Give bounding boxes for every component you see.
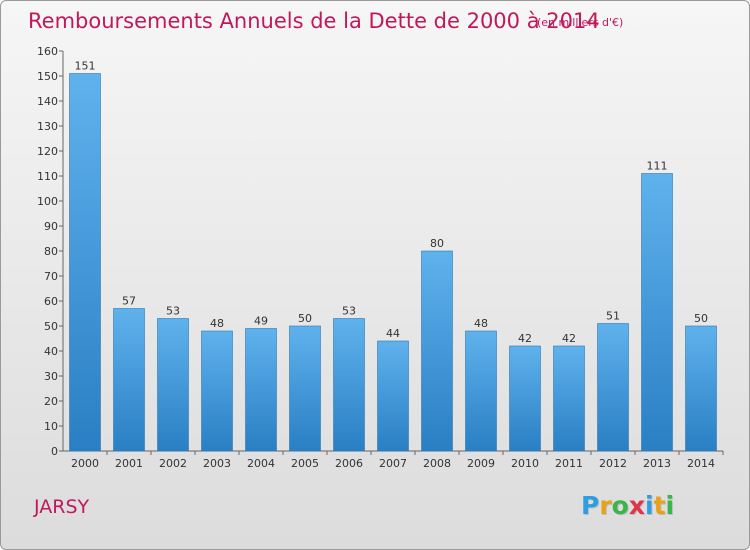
y-tick-label: 150 xyxy=(37,70,58,83)
x-tick-label-2013: 2013 xyxy=(643,457,671,470)
bar-2008 xyxy=(421,250,453,452)
chart-axes: 0 10 20 30 40 50 60 70 80 90 100 110 120 130 140 150 160… xyxy=(37,45,724,470)
data-label-2008: 80 xyxy=(430,237,444,250)
commune-name: JARSY xyxy=(34,496,90,518)
x-tick-label-2002: 2002 xyxy=(159,457,187,470)
data-label-2007: 44 xyxy=(386,327,400,340)
data-label-2013: 111 xyxy=(647,160,668,173)
y-tick-label: 140 xyxy=(37,95,58,108)
x-tick-label-2001: 2001 xyxy=(115,457,143,470)
bar-2000 xyxy=(69,73,101,452)
y-tick-label: 20 xyxy=(44,395,58,408)
data-label-2004: 49 xyxy=(254,315,268,328)
data-label-2014: 50 xyxy=(694,312,708,325)
bar-2011 xyxy=(553,345,585,452)
chart-title: Remboursements Annuels de la Dette de 20… xyxy=(28,9,600,33)
data-label-2002: 53 xyxy=(166,305,180,318)
data-label-2012: 51 xyxy=(606,310,620,323)
data-label-2009: 48 xyxy=(474,317,488,330)
data-label-2011: 42 xyxy=(562,332,576,345)
logo-letter: P xyxy=(581,491,600,520)
logo-letter: x xyxy=(628,491,645,520)
y-tick-label: 10 xyxy=(44,420,58,433)
bar-2001 xyxy=(113,308,145,452)
x-tick-label-2008: 2008 xyxy=(423,457,451,470)
x-tick-label-2006: 2006 xyxy=(335,457,363,470)
bar-2003 xyxy=(201,330,233,452)
y-tick-label: 50 xyxy=(44,320,58,333)
bar-2004 xyxy=(245,328,277,452)
data-label-2006: 53 xyxy=(342,305,356,318)
data-label-2000: 151 xyxy=(75,60,96,73)
x-tick-label-2014: 2014 xyxy=(687,457,715,470)
x-tick-label-2012: 2012 xyxy=(599,457,627,470)
logo-letter: r xyxy=(599,491,612,520)
y-tick-label: 120 xyxy=(37,145,58,158)
data-label-2010: 42 xyxy=(518,332,532,345)
x-tick-label-2000: 2000 xyxy=(71,457,99,470)
logo-letter: o xyxy=(611,491,629,520)
x-tick-label-2009: 2009 xyxy=(467,457,495,470)
y-tick-label: 160 xyxy=(37,45,58,58)
y-tick-label: 80 xyxy=(44,245,58,258)
data-label-2003: 48 xyxy=(210,317,224,330)
bar-2014 xyxy=(685,325,717,452)
logo-letter: i xyxy=(665,491,675,520)
bar-2005 xyxy=(289,325,321,452)
y-tick-label: 90 xyxy=(44,220,58,233)
bar-2002 xyxy=(157,318,189,452)
y-tick-label: 40 xyxy=(44,345,58,358)
x-tick-label-2010: 2010 xyxy=(511,457,539,470)
y-tick-label: 30 xyxy=(44,370,58,383)
y-tick-label: 60 xyxy=(44,295,58,308)
bar-2007 xyxy=(377,340,409,452)
y-tick-label: 130 xyxy=(37,120,58,133)
y-tick-label: 0 xyxy=(51,445,58,458)
x-tick-label-2011: 2011 xyxy=(555,457,583,470)
logo-letter: i xyxy=(645,491,654,520)
bar-2009 xyxy=(465,330,497,452)
chart-bars: 151 57 53 48 49 50 53 44 80 48 42 42 51 111 50 xyxy=(69,60,717,452)
data-label-2005: 50 xyxy=(298,312,312,325)
data-label-2001: 57 xyxy=(122,295,136,308)
proxiti-logo: Proxiti xyxy=(581,491,674,520)
logo-letter: t xyxy=(653,491,666,520)
y-tick-label: 110 xyxy=(37,170,58,183)
x-tick-label-2007: 2007 xyxy=(379,457,407,470)
x-tick-label-2004: 2004 xyxy=(247,457,275,470)
bar-2013 xyxy=(641,173,673,452)
bar-2012 xyxy=(597,323,629,452)
bar-2010 xyxy=(509,345,541,452)
y-tick-label: 100 xyxy=(37,195,58,208)
x-tick-label-2003: 2003 xyxy=(203,457,231,470)
chart-subtitle: (en milliers d'€) xyxy=(537,16,624,29)
y-tick-label: 70 xyxy=(44,270,58,283)
bar-2006 xyxy=(333,318,365,452)
x-tick-label-2005: 2005 xyxy=(291,457,319,470)
